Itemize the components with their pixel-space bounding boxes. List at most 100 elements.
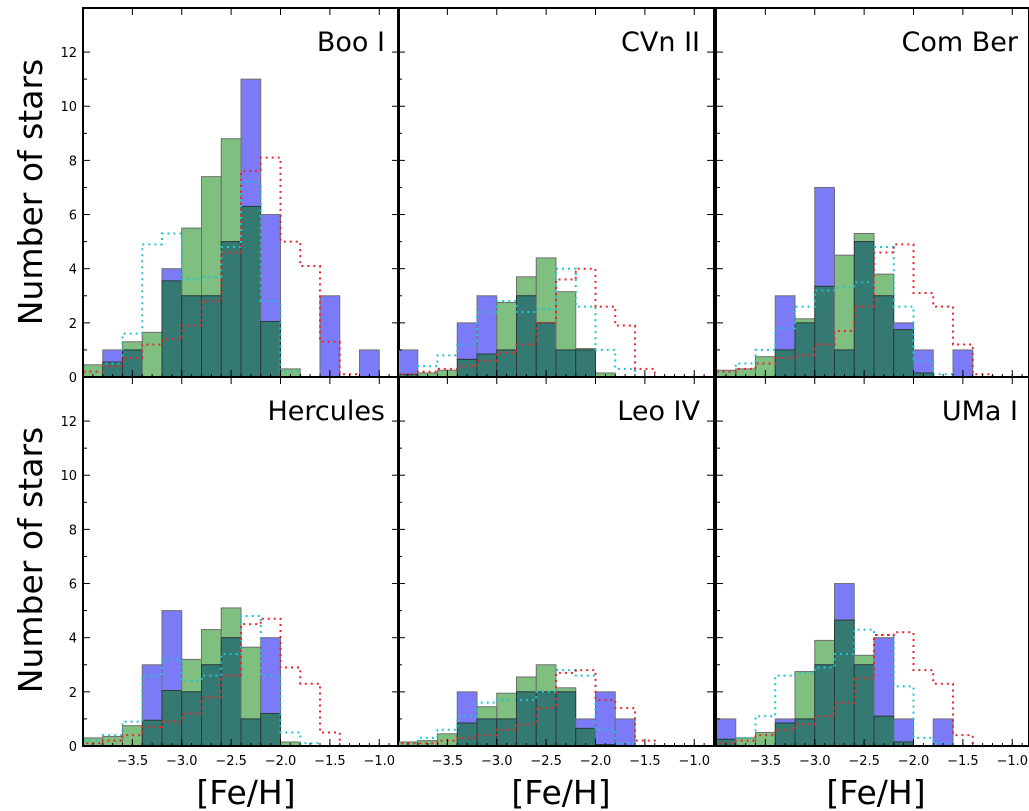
bar-green xyxy=(476,706,498,720)
bar-overlap xyxy=(181,295,202,377)
xlabel-left: [Fe/H] xyxy=(196,773,295,811)
bar-blue xyxy=(398,349,419,375)
bar-blue xyxy=(161,610,183,691)
panel-3: 0 2 4 6 8 10 12 −3.5 −3.0 −2.5 −2.0 −1.5 −1.0 Hercule… xyxy=(60,376,400,769)
xtick-label: −3.5 xyxy=(117,754,149,769)
xtick-label: −1.5 xyxy=(314,754,346,769)
bar-overlap xyxy=(201,664,222,746)
bar-overlap xyxy=(161,689,183,746)
panel-4: −3.5 −3.0 −2.5 −2.0 −1.5 −1.0 Leo IV xyxy=(397,376,715,769)
panel-title: Boo I xyxy=(317,27,385,58)
bar-overlap xyxy=(141,719,163,746)
bar-green xyxy=(240,646,262,720)
xtick-label: −1.5 xyxy=(629,754,661,769)
ylabel-bottom: Number of stars xyxy=(11,427,50,693)
panel-title: Leo IV xyxy=(617,396,700,427)
ytick-label: 2 xyxy=(69,686,77,701)
xtick-label: −3.0 xyxy=(481,754,513,769)
red-dotted-line xyxy=(398,267,714,377)
bar-blue xyxy=(240,78,262,207)
bar-overlap xyxy=(873,715,895,746)
panel-title: Hercules xyxy=(267,396,385,427)
xtick-label: −1.0 xyxy=(678,754,710,769)
bar-overlap xyxy=(814,664,835,746)
xtick-label: −2.0 xyxy=(265,754,297,769)
bar-blue xyxy=(141,664,163,721)
bar-overlap xyxy=(201,295,222,377)
bar-overlap xyxy=(240,718,262,746)
bar-overlap xyxy=(496,718,517,746)
panel-frame xyxy=(715,376,1029,747)
ytick-label: 2 xyxy=(69,317,77,332)
bar-overlap xyxy=(774,722,796,746)
xtick-label: −2.5 xyxy=(848,754,880,769)
bar-blue xyxy=(932,718,954,746)
bar-overlap xyxy=(516,295,537,377)
ytick-label: 0 xyxy=(69,371,77,386)
red-dotted-line xyxy=(398,669,714,746)
bar-green xyxy=(122,341,143,351)
bar-blue xyxy=(456,691,478,724)
bar-overlap xyxy=(834,619,855,746)
bar-overlap xyxy=(575,349,596,377)
bar-overlap xyxy=(893,329,914,377)
xtick-label: −1.0 xyxy=(996,754,1028,769)
plot-area xyxy=(716,186,1029,377)
bar-overlap xyxy=(535,322,557,377)
bar-overlap xyxy=(181,691,202,746)
bar-overlap xyxy=(260,320,281,377)
bar-green xyxy=(853,654,875,666)
bar-overlap xyxy=(535,691,557,746)
ylabel-top: Number of stars xyxy=(11,59,50,325)
red-dotted-line xyxy=(83,156,399,377)
bar-overlap xyxy=(774,349,796,377)
cyan-dotted-line xyxy=(83,615,399,746)
bar-overlap xyxy=(873,295,895,377)
bar-blue xyxy=(161,268,183,282)
xtick-label: −2.5 xyxy=(530,754,562,769)
red-dotted-line xyxy=(716,631,1029,746)
ytick-label: 4 xyxy=(69,263,77,278)
bar-overlap xyxy=(220,241,242,377)
ytick-label: 10 xyxy=(60,469,77,484)
bar-blue xyxy=(873,637,895,717)
bar-blue xyxy=(814,186,835,287)
bar-green xyxy=(496,302,517,351)
bar-overlap xyxy=(834,349,855,377)
cyan-dotted-line xyxy=(83,181,399,377)
xtick-label: −3.0 xyxy=(799,754,831,769)
xtick-label: −2.0 xyxy=(580,754,612,769)
panel-title: UMa I xyxy=(942,396,1018,427)
bar-blue xyxy=(476,295,498,355)
bar-overlap xyxy=(496,349,517,377)
red-dotted-line xyxy=(716,243,1029,377)
bar-overlap xyxy=(240,205,262,377)
plot-area xyxy=(398,664,714,746)
bar-blue xyxy=(893,322,914,331)
bar-green xyxy=(873,273,895,297)
ytick-label: 10 xyxy=(60,100,77,115)
xtick-label: −3.5 xyxy=(750,754,782,769)
bar-blue xyxy=(774,718,796,724)
plot-area xyxy=(398,257,714,377)
ytick-label: 6 xyxy=(69,209,77,224)
panel-2: Com Ber xyxy=(715,7,1029,378)
bar-green xyxy=(794,318,816,324)
bar-green xyxy=(496,692,517,720)
panel-1: CVn II xyxy=(397,7,715,378)
bar-green xyxy=(516,276,537,297)
xlabel-middle: [Fe/H] xyxy=(511,773,610,811)
xtick-label: −3.5 xyxy=(432,754,464,769)
ytick-label: 0 xyxy=(69,740,77,755)
bar-green xyxy=(181,227,202,297)
bar-green xyxy=(555,687,577,693)
bar-green xyxy=(853,232,875,243)
bar-green xyxy=(220,138,242,243)
bar-overlap xyxy=(853,241,875,377)
bar-green xyxy=(814,639,835,666)
xtick-label: −2.0 xyxy=(898,754,930,769)
bar-blue xyxy=(614,718,636,746)
bar-overlap xyxy=(794,718,816,746)
bar-green xyxy=(535,257,557,324)
